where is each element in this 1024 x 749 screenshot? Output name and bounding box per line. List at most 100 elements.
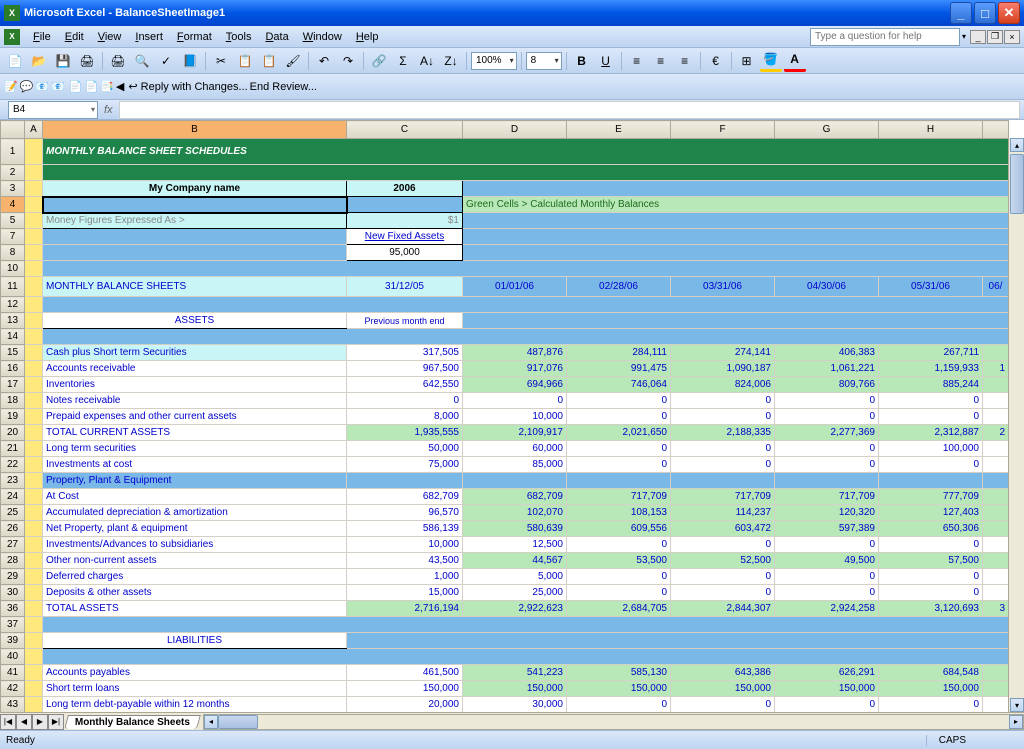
menu-file[interactable]: File (26, 29, 58, 45)
hscroll-thumb[interactable] (218, 715, 258, 729)
sort-asc-button[interactable]: A↓ (416, 50, 438, 72)
maximize-button[interactable]: □ (974, 2, 996, 24)
name-box[interactable]: B4 (8, 101, 98, 119)
currency-button[interactable]: € (705, 50, 727, 72)
review-btn6[interactable]: 📄 (85, 80, 99, 93)
row-header-8[interactable]: 8 (1, 245, 25, 261)
bold-button[interactable]: B (571, 50, 593, 72)
row-header-7[interactable]: 7 (1, 229, 25, 245)
cut-button[interactable]: ✂ (210, 50, 232, 72)
zoom-combo[interactable]: 100% (471, 52, 517, 70)
row-header-19[interactable]: 19 (1, 409, 25, 425)
horizontal-scrollbar[interactable]: ◂ ▸ (203, 714, 1024, 730)
review-btn2[interactable]: 💬 (20, 80, 34, 93)
scroll-up-arrow[interactable]: ▴ (1010, 138, 1024, 152)
row-header-3[interactable]: 3 (1, 181, 25, 197)
app-icon[interactable]: X (4, 29, 20, 45)
col-header-H[interactable]: H (879, 121, 983, 139)
row-header-1[interactable]: 1 (1, 139, 25, 165)
row-header-13[interactable]: 13 (1, 313, 25, 329)
review-btn1[interactable]: 📝 (4, 80, 18, 93)
row-header-18[interactable]: 18 (1, 393, 25, 409)
sort-desc-button[interactable]: Z↓ (440, 50, 462, 72)
fontsize-combo[interactable]: 8 (526, 52, 562, 70)
underline-button[interactable]: U (595, 50, 617, 72)
row-header-22[interactable]: 22 (1, 457, 25, 473)
scroll-down-arrow[interactable]: ▾ (1010, 698, 1024, 712)
row-header-21[interactable]: 21 (1, 441, 25, 457)
row-header-40[interactable]: 40 (1, 649, 25, 665)
row-header-10[interactable]: 10 (1, 261, 25, 277)
hscroll-left[interactable]: ◂ (204, 715, 218, 729)
worksheet-area[interactable]: ABCDEFGH1MONTHLY BALANCE SHEET SCHEDULES… (0, 120, 1024, 712)
col-header-extra[interactable] (983, 121, 1009, 139)
doc-restore-button[interactable]: ❐ (987, 30, 1003, 44)
row-header-42[interactable]: 42 (1, 681, 25, 697)
new-button[interactable]: 📄 (4, 50, 26, 72)
sheet-tab[interactable]: Monthly Balance Sheets (64, 715, 201, 729)
vertical-scrollbar[interactable]: ▴ ▾ (1008, 138, 1024, 712)
col-header-C[interactable]: C (347, 121, 463, 139)
row-header-24[interactable]: 24 (1, 489, 25, 505)
tab-prev-button[interactable]: ◀ (16, 714, 32, 730)
select-all-corner[interactable] (1, 121, 25, 139)
minimize-button[interactable]: _ (950, 2, 972, 24)
format-painter-button[interactable]: 🖌 (282, 50, 304, 72)
hyperlink-button[interactable]: 🔗 (368, 50, 390, 72)
spelling-button[interactable]: ✓ (155, 50, 177, 72)
review-btn8[interactable]: ◀ (116, 80, 124, 93)
row-header-5[interactable]: 5 (1, 213, 25, 229)
menu-help[interactable]: Help (349, 29, 386, 45)
col-header-F[interactable]: F (671, 121, 775, 139)
row-header-11[interactable]: 11 (1, 277, 25, 297)
menu-tools[interactable]: Tools (219, 29, 259, 45)
font-color-button[interactable]: A (784, 50, 806, 72)
row-header-23[interactable]: 23 (1, 473, 25, 489)
doc-minimize-button[interactable]: _ (970, 30, 986, 44)
reply-changes-button[interactable]: ↩ Reply with Changes... (128, 80, 247, 93)
col-header-E[interactable]: E (567, 121, 671, 139)
scroll-thumb[interactable] (1010, 154, 1024, 214)
row-header-41[interactable]: 41 (1, 665, 25, 681)
row-header-28[interactable]: 28 (1, 553, 25, 569)
row-header-43[interactable]: 43 (1, 697, 25, 713)
open-button[interactable]: 📂 (28, 50, 50, 72)
row-header-17[interactable]: 17 (1, 377, 25, 393)
row-header-39[interactable]: 39 (1, 633, 25, 649)
menu-data[interactable]: Data (258, 29, 295, 45)
fx-button[interactable]: fx (98, 104, 119, 116)
hscroll-right[interactable]: ▸ (1009, 715, 1023, 729)
review-btn7[interactable]: 📑 (100, 80, 114, 93)
row-header-27[interactable]: 27 (1, 537, 25, 553)
end-review-button[interactable]: End Review... (250, 81, 317, 93)
save-button[interactable]: 💾 (52, 50, 74, 72)
align-right-button[interactable]: ≡ (674, 50, 696, 72)
tab-first-button[interactable]: |◀ (0, 714, 16, 730)
doc-close-button[interactable]: × (1004, 30, 1020, 44)
col-header-D[interactable]: D (463, 121, 567, 139)
paste-button[interactable]: 📋 (258, 50, 280, 72)
row-header-14[interactable]: 14 (1, 329, 25, 345)
col-header-A[interactable]: A (25, 121, 43, 139)
redo-button[interactable]: ↷ (337, 50, 359, 72)
fill-color-button[interactable]: 🪣 (760, 50, 782, 72)
row-header-20[interactable]: 20 (1, 425, 25, 441)
row-header-37[interactable]: 37 (1, 617, 25, 633)
borders-button[interactable]: ⊞ (736, 50, 758, 72)
permission-button[interactable]: 🖨 (76, 50, 98, 72)
row-header-26[interactable]: 26 (1, 521, 25, 537)
autosum-button[interactable]: Σ (392, 50, 414, 72)
row-header-4[interactable]: 4 (1, 197, 25, 213)
menu-view[interactable]: View (91, 29, 129, 45)
preview-button[interactable]: 🔍 (131, 50, 153, 72)
row-header-15[interactable]: 15 (1, 345, 25, 361)
help-dropdown[interactable]: ▾ (962, 32, 966, 41)
col-header-B[interactable]: B (43, 121, 347, 139)
row-header-16[interactable]: 16 (1, 361, 25, 377)
row-header-12[interactable]: 12 (1, 297, 25, 313)
tab-next-button[interactable]: ▶ (32, 714, 48, 730)
col-header-G[interactable]: G (775, 121, 879, 139)
row-header-2[interactable]: 2 (1, 165, 25, 181)
review-btn5[interactable]: 📄 (69, 80, 83, 93)
align-center-button[interactable]: ≡ (650, 50, 672, 72)
